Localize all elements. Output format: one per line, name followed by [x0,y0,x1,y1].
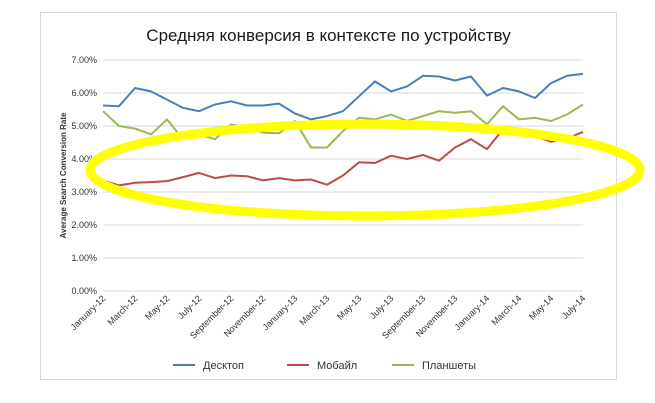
series-line-1 [102,72,584,121]
y-tick-label: 3.00% [71,187,97,197]
x-tick-label: July-14 [560,293,588,321]
y-tick-label: 1.00% [71,253,97,263]
y-tick-label: 7.00% [71,55,97,65]
x-tick-label: January-13 [261,293,300,332]
y-tick-label: 6.00% [71,88,97,98]
y-tick-label: 4.00% [71,154,97,164]
y-tick-label: 2.00% [71,220,97,230]
legend-label: Планшеты [422,360,476,372]
legend-label: Мобайл [317,360,357,372]
chart-title: Средняя конверсия в контексте по устройс… [146,26,511,45]
x-tick-label: May-13 [335,293,363,321]
x-tick-label: March-12 [105,293,139,327]
y-tick-label: 5.00% [71,121,97,131]
x-tick-label: March-13 [297,293,331,327]
x-tick-label: May-12 [143,293,171,321]
x-tick-label: January-14 [453,293,492,332]
x-tick-label: July-13 [368,293,396,321]
x-tick-label: January-12 [69,293,108,332]
x-tick-label: May-14 [527,293,555,321]
y-tick-label: 0.00% [71,286,97,296]
x-tick-label: March-14 [489,293,523,327]
highlight-ellipse [85,119,645,221]
x-tick-label: July-12 [176,293,204,321]
y-axis-label: Average Search Conversion Rate [59,112,68,239]
legend-label: Десктоп [203,360,244,372]
